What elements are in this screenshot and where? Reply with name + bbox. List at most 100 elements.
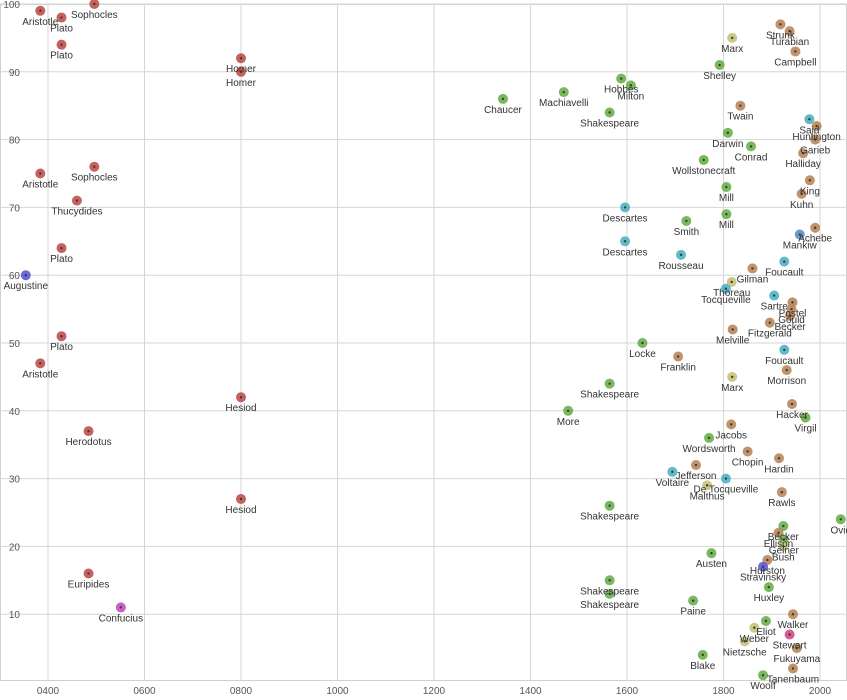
point-center-dot (87, 572, 90, 575)
data-point (800, 412, 811, 423)
point-center-dot (685, 219, 688, 223)
point-center-dot (795, 646, 799, 650)
y-tick-label: 20 (9, 542, 21, 553)
point-label: Stewart (773, 641, 807, 652)
point-label: Franklin (660, 363, 696, 374)
point-label: Aristotle (22, 17, 59, 28)
point-label: Malthus (690, 491, 725, 502)
y-tick-label: 10 (9, 610, 21, 621)
data-point (89, 161, 100, 172)
data-point (720, 283, 731, 294)
point-center-dot (724, 477, 728, 480)
point-center-dot (791, 301, 794, 304)
data-point (704, 432, 715, 443)
data-point (763, 582, 774, 593)
point-label: Mill (719, 193, 734, 204)
point-center-dot (641, 341, 644, 345)
point-center-dot (726, 131, 730, 135)
point-label: Marx (721, 383, 743, 394)
point-center-dot (239, 70, 243, 74)
data-point (604, 588, 615, 599)
point-label: Fitzgerald (748, 329, 792, 340)
point-label: Gelner (769, 546, 800, 557)
y-tick-label: 30 (9, 475, 21, 486)
point-center-dot (608, 579, 611, 582)
point-label: Shakespeare (580, 390, 639, 401)
x-tick-label: 0800 (230, 686, 253, 697)
point-center-dot (710, 551, 713, 555)
data-point (616, 73, 627, 84)
point-center-dot (749, 145, 753, 148)
point-label: Campbell (774, 57, 816, 68)
data-point (760, 615, 771, 626)
point-label: Marx (721, 44, 743, 55)
point-label: Homer (226, 78, 257, 89)
point-label: Thucydides (51, 207, 102, 218)
point-center-dot (694, 463, 698, 467)
point-center-dot (783, 348, 786, 351)
point-label: Darwin (712, 139, 743, 150)
point-label: More (557, 417, 580, 428)
data-point (56, 12, 67, 23)
data-point (56, 39, 67, 50)
point-label: Said (799, 125, 819, 136)
point-center-dot (746, 450, 749, 453)
data-point (758, 670, 769, 681)
point-label: Homer (226, 64, 257, 75)
data-point (83, 568, 94, 579)
point-center-dot (782, 524, 785, 528)
point-label: Strunk (766, 30, 796, 41)
point-center-dot (777, 531, 780, 535)
point-center-dot (725, 185, 728, 189)
data-point (35, 358, 46, 369)
point-label: Hurston (750, 566, 785, 577)
data-point (785, 310, 796, 321)
data-point (773, 527, 784, 538)
point-center-dot (790, 402, 794, 406)
point-label: Sophocles (71, 10, 118, 21)
point-label: Stravinsky (740, 573, 786, 584)
point-center-dot (725, 212, 728, 216)
point-center-dot (788, 314, 792, 318)
point-center-dot (718, 63, 721, 67)
point-center-dot (813, 138, 817, 141)
point-label: Huxley (754, 593, 785, 604)
point-center-dot (707, 436, 711, 440)
x-tick-label: 1000 (326, 686, 349, 697)
point-center-dot (623, 240, 627, 243)
point-label: Gilman (737, 274, 769, 285)
point-label: Shakespeare (580, 118, 639, 129)
data-point (798, 148, 809, 159)
point-center-dot (808, 179, 812, 182)
point-label: Nietzsche (723, 647, 767, 658)
data-point (727, 324, 738, 335)
point-label: Postel (779, 308, 807, 319)
point-label: Achebe (798, 234, 832, 245)
point-label: Thoreau (713, 288, 750, 299)
point-label: Confucius (99, 613, 143, 624)
data-point (735, 100, 746, 111)
point-center-dot (767, 585, 771, 589)
point-label: Chaucer (484, 105, 522, 116)
point-label: Hesiod (225, 505, 256, 516)
point-label: Hardin (764, 464, 793, 475)
point-center-dot (730, 280, 733, 284)
point-label: Sophocles (71, 173, 118, 184)
data-point (604, 378, 615, 389)
point-label: Melville (716, 335, 750, 346)
data-point (776, 487, 787, 498)
point-label: Austen (696, 559, 727, 570)
point-center-dot (782, 538, 786, 541)
y-tick-label: 90 (9, 68, 21, 79)
point-label: Tocqueville (701, 295, 751, 306)
point-label: Shakespeare (580, 512, 639, 523)
data-point (722, 127, 733, 138)
point-center-dot (671, 470, 674, 474)
point-label: Morrison (767, 376, 806, 387)
point-label: Jacobs (715, 430, 747, 441)
data-point (236, 66, 246, 77)
point-center-dot (39, 9, 42, 12)
data-point (721, 209, 732, 220)
point-center-dot (800, 192, 803, 196)
